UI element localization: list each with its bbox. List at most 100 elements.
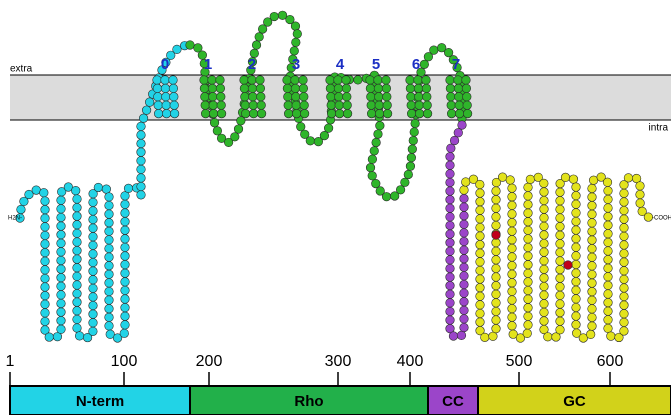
- residue: [540, 222, 549, 231]
- residue: [41, 309, 50, 318]
- residue: [455, 93, 464, 102]
- residue: [460, 211, 469, 220]
- residue: [588, 210, 597, 219]
- residue: [572, 234, 581, 243]
- residue: [447, 101, 456, 110]
- residue: [201, 93, 210, 102]
- residue: [249, 101, 258, 110]
- residue: [492, 281, 501, 290]
- residue: [343, 93, 352, 102]
- residue: [270, 12, 279, 21]
- residue: [41, 300, 50, 309]
- residue: [476, 258, 485, 267]
- residue: [447, 93, 456, 102]
- residue: [249, 109, 258, 118]
- residues: [16, 11, 653, 342]
- residue: [508, 201, 517, 210]
- residue: [420, 60, 429, 69]
- helix-number: 4: [336, 56, 345, 73]
- residue: [73, 315, 82, 324]
- residue: [476, 232, 485, 241]
- residue: [620, 327, 629, 336]
- residue: [137, 139, 146, 148]
- residue: [572, 191, 581, 200]
- residue: [89, 275, 98, 284]
- residue: [446, 221, 455, 230]
- residue: [524, 217, 533, 226]
- residue: [121, 209, 130, 218]
- residue: [57, 205, 66, 214]
- residue: [604, 307, 613, 316]
- residue: [508, 193, 517, 202]
- residue: [137, 148, 146, 157]
- residue: [476, 180, 485, 189]
- residue: [476, 197, 485, 206]
- residue: [446, 230, 455, 239]
- residue: [73, 220, 82, 229]
- residue: [75, 332, 84, 341]
- residue: [460, 220, 469, 229]
- residue: [257, 101, 266, 110]
- residue: [73, 281, 82, 290]
- residue: [300, 93, 309, 102]
- residue: [620, 215, 629, 224]
- residue: [540, 308, 549, 317]
- residue: [396, 185, 405, 194]
- residue: [508, 218, 517, 227]
- residue: [476, 292, 485, 301]
- residue: [540, 317, 549, 326]
- residue: [446, 273, 455, 282]
- helix-number: 2: [248, 56, 256, 73]
- residue: [524, 226, 533, 235]
- residue: [604, 229, 613, 238]
- scale-tick-label: 1: [6, 353, 15, 370]
- residue: [423, 101, 432, 110]
- residue: [335, 93, 344, 102]
- residue: [588, 270, 597, 279]
- residue: [540, 196, 549, 205]
- residue: [407, 109, 416, 118]
- residue: [89, 241, 98, 250]
- residue: [231, 132, 240, 141]
- scale-tick-label: 400: [397, 353, 424, 370]
- residue: [342, 84, 351, 93]
- residue: [463, 101, 472, 110]
- helix-number: 0: [161, 56, 169, 73]
- residue: [89, 224, 98, 233]
- residue: [124, 184, 133, 193]
- residue: [102, 185, 111, 194]
- residue: [556, 205, 565, 214]
- residue: [460, 272, 469, 281]
- residue: [422, 76, 431, 85]
- residue: [556, 325, 565, 334]
- domain-label: Rho: [294, 393, 323, 410]
- residue: [556, 317, 565, 326]
- residue: [73, 289, 82, 298]
- residue: [354, 76, 363, 85]
- helix-number: 1: [204, 56, 212, 73]
- helix-number: 6: [412, 56, 420, 73]
- residue: [620, 189, 629, 198]
- residue: [105, 270, 114, 279]
- residue: [636, 190, 645, 199]
- residue: [57, 222, 66, 231]
- residue: [556, 308, 565, 317]
- residue: [446, 195, 455, 204]
- residue: [524, 278, 533, 287]
- residue: [300, 109, 309, 118]
- residue: [524, 209, 533, 218]
- residue: [73, 238, 82, 247]
- residue: [508, 270, 517, 279]
- residue: [257, 109, 266, 118]
- residue: [556, 265, 565, 274]
- residue: [382, 84, 391, 93]
- residue: [327, 101, 336, 110]
- residue: [367, 93, 376, 102]
- residue: [572, 243, 581, 252]
- residue: [284, 109, 293, 118]
- residue: [105, 193, 114, 202]
- residue: [508, 322, 517, 331]
- residue: [154, 101, 163, 110]
- residue: [41, 231, 50, 240]
- residue: [620, 284, 629, 293]
